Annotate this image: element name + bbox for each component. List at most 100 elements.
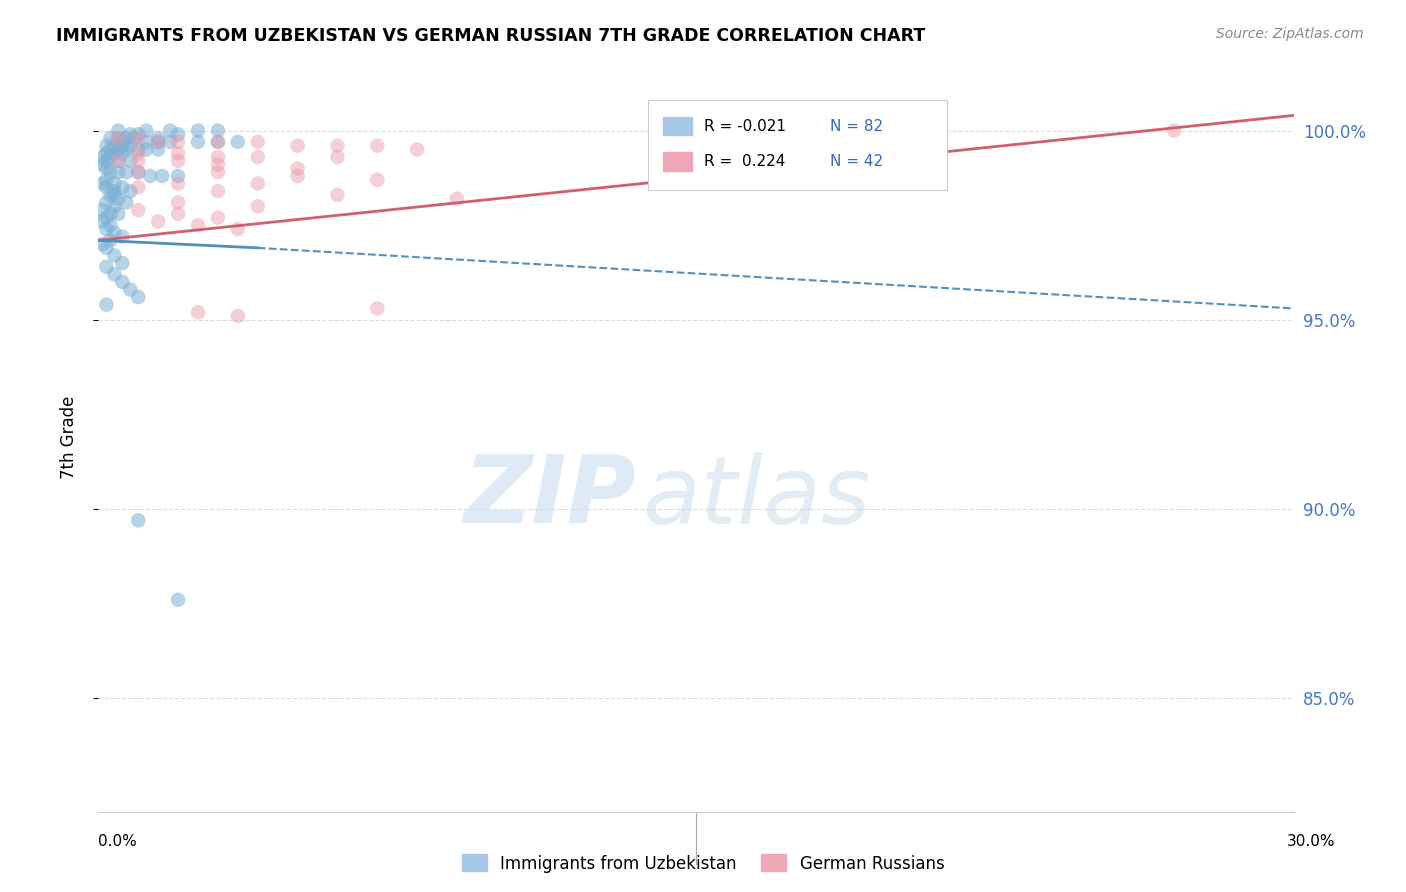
- Point: [326, 150, 349, 164]
- Point: [103, 226, 125, 240]
- Point: [207, 123, 229, 137]
- Point: [135, 123, 157, 137]
- Point: [207, 150, 229, 164]
- Point: [111, 275, 134, 289]
- Point: [120, 153, 142, 168]
- Point: [96, 211, 118, 225]
- FancyBboxPatch shape: [662, 117, 692, 136]
- FancyBboxPatch shape: [662, 152, 692, 170]
- Point: [107, 207, 129, 221]
- Point: [127, 143, 149, 157]
- Point: [159, 123, 181, 137]
- Point: [207, 165, 229, 179]
- Point: [127, 180, 149, 194]
- Point: [187, 135, 209, 149]
- Point: [127, 202, 149, 217]
- Text: Source: ZipAtlas.com: Source: ZipAtlas.com: [1216, 27, 1364, 41]
- Point: [127, 146, 149, 161]
- Point: [167, 592, 190, 607]
- Point: [98, 150, 122, 164]
- Point: [91, 177, 114, 191]
- Point: [103, 268, 125, 282]
- Point: [167, 153, 190, 168]
- Point: [167, 177, 190, 191]
- Text: R =  0.224: R = 0.224: [704, 153, 786, 169]
- Point: [207, 135, 229, 149]
- Point: [287, 169, 309, 183]
- Point: [96, 138, 118, 153]
- Point: [98, 165, 122, 179]
- Text: 30.0%: 30.0%: [1288, 834, 1336, 849]
- Point: [96, 161, 118, 176]
- Point: [115, 195, 138, 210]
- Point: [127, 128, 149, 142]
- Point: [107, 153, 129, 168]
- Point: [120, 138, 142, 153]
- Point: [326, 187, 349, 202]
- Point: [167, 135, 190, 149]
- Point: [96, 195, 118, 210]
- Point: [226, 135, 249, 149]
- Point: [96, 153, 118, 168]
- Point: [107, 131, 129, 145]
- Point: [107, 131, 129, 145]
- Point: [96, 180, 118, 194]
- Point: [98, 143, 122, 157]
- Text: N = 82: N = 82: [830, 119, 883, 134]
- Point: [107, 143, 129, 157]
- Point: [96, 241, 118, 255]
- Point: [167, 146, 190, 161]
- Point: [96, 260, 118, 274]
- Point: [127, 290, 149, 304]
- Point: [91, 202, 114, 217]
- Point: [103, 184, 125, 198]
- Point: [127, 153, 149, 168]
- Point: [103, 138, 125, 153]
- Point: [207, 211, 229, 225]
- Point: [246, 199, 269, 213]
- Point: [187, 123, 209, 137]
- Point: [366, 138, 388, 153]
- Point: [207, 184, 229, 198]
- Point: [115, 143, 138, 157]
- Point: [406, 143, 429, 157]
- Text: R = -0.021: R = -0.021: [704, 119, 786, 134]
- Point: [91, 237, 114, 252]
- Point: [96, 222, 118, 236]
- Point: [287, 161, 309, 176]
- Point: [139, 169, 162, 183]
- Point: [246, 135, 269, 149]
- Point: [148, 131, 170, 145]
- Point: [115, 165, 138, 179]
- Point: [127, 131, 149, 145]
- Point: [98, 131, 122, 145]
- Point: [98, 187, 122, 202]
- Point: [103, 248, 125, 262]
- Point: [111, 138, 134, 153]
- Point: [111, 180, 134, 194]
- Point: [366, 173, 388, 187]
- Point: [98, 207, 122, 221]
- Point: [246, 150, 269, 164]
- Text: ZIP: ZIP: [464, 451, 637, 543]
- FancyBboxPatch shape: [648, 100, 948, 190]
- Point: [148, 135, 170, 149]
- Point: [127, 165, 149, 179]
- Point: [98, 233, 122, 247]
- Point: [287, 138, 309, 153]
- Point: [446, 192, 468, 206]
- Point: [1163, 123, 1185, 137]
- Point: [187, 305, 209, 319]
- Point: [107, 153, 129, 168]
- Point: [107, 123, 129, 137]
- Point: [148, 143, 170, 157]
- Point: [148, 135, 170, 149]
- Point: [120, 184, 142, 198]
- Point: [96, 146, 118, 161]
- Point: [98, 218, 122, 232]
- Point: [167, 207, 190, 221]
- Legend: Immigrants from Uzbekistan, German Russians: Immigrants from Uzbekistan, German Russi…: [456, 847, 950, 880]
- Point: [124, 131, 146, 145]
- Point: [226, 309, 249, 323]
- Point: [207, 135, 229, 149]
